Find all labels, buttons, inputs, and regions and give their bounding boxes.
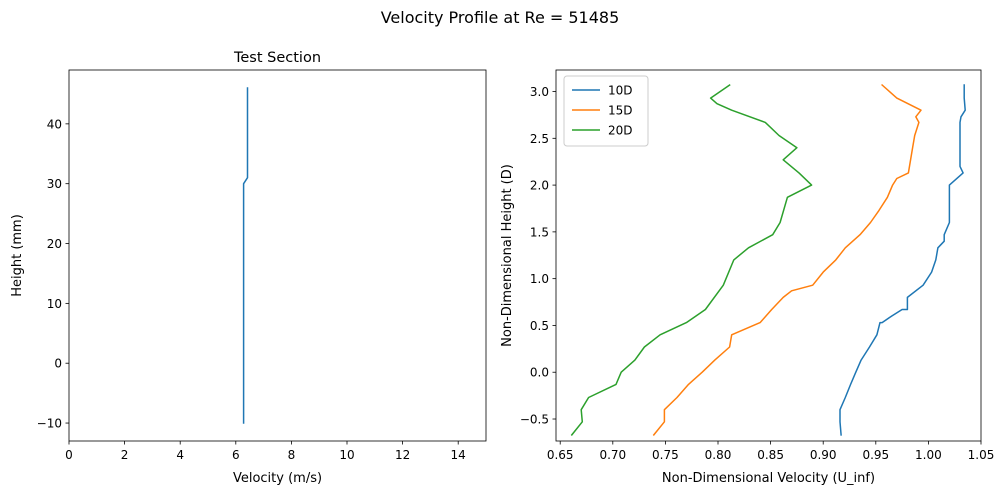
chart2-x-tick-label: 0.85 bbox=[757, 448, 784, 462]
chart1-x-tick-label: 10 bbox=[339, 448, 354, 462]
chart2-x-tick-label: 0.95 bbox=[862, 448, 889, 462]
chart2-legend: 10D 15D 20D bbox=[563, 75, 649, 147]
chart2-x-tick-label: 1.00 bbox=[915, 448, 942, 462]
chart1: 0 2 4 6 8 10 12 14 −10 0 10 20 30 40 Test Section Veloc… bbox=[10, 50, 487, 486]
chart2-x-tick-label: 1.05 bbox=[968, 448, 995, 462]
chart2-axes-frame bbox=[555, 69, 982, 442]
chart2-y-tick-label: 1.5 bbox=[530, 225, 549, 239]
chart1-y-tick-label: 40 bbox=[47, 117, 62, 131]
chart2-y-tick-label: 3.0 bbox=[530, 85, 549, 99]
chart2-y-tick-label: 2.5 bbox=[530, 132, 549, 146]
chart1-y-tick-label: 10 bbox=[47, 297, 62, 311]
chart1-y-tick-label: 0 bbox=[54, 357, 62, 371]
chart2-legend-box bbox=[563, 75, 649, 147]
chart2-series-line-10D bbox=[839, 84, 966, 436]
chart2-x-tick-label: 0.70 bbox=[599, 448, 626, 462]
chart1-y-tick-label: 30 bbox=[47, 177, 62, 191]
figure-title: Velocity Profile at Re = 51485 bbox=[381, 8, 620, 27]
chart1-y-tick-label: 20 bbox=[47, 237, 62, 251]
chart1-x-tick-label: 2 bbox=[121, 448, 129, 462]
chart1-x-tick-label: 0 bbox=[65, 448, 73, 462]
chart2-legend-label-20D: 20D bbox=[608, 124, 633, 138]
chart1-x-tick-label: 14 bbox=[451, 448, 466, 462]
chart2-x-tick-label: 0.90 bbox=[810, 448, 837, 462]
chart2-x-axis-label: Non-Dimensional Velocity (U_inf) bbox=[662, 471, 875, 486]
chart2-y-tick-label: 0.5 bbox=[530, 319, 549, 333]
chart1-title: Test Section bbox=[233, 50, 321, 66]
chart1-axes-frame bbox=[68, 69, 487, 442]
chart1-y-tick-label: −10 bbox=[37, 417, 62, 431]
chart2-y-tick-label: −0.5 bbox=[520, 413, 549, 427]
chart2-series-line-15D bbox=[652, 83, 922, 436]
chart2-y-tick-label: 2.0 bbox=[530, 179, 549, 193]
chart2-x-tick-label: 0.75 bbox=[652, 448, 679, 462]
chart1-x-tick-label: 4 bbox=[176, 448, 184, 462]
chart2-x-tick-label: 0.65 bbox=[547, 448, 574, 462]
chart1-x-tick-label: 8 bbox=[288, 448, 296, 462]
chart2-x-tick-label: 0.80 bbox=[705, 448, 732, 462]
chart1-x-tick-label: 6 bbox=[232, 448, 240, 462]
chart1-x-axis-label: Velocity (m/s) bbox=[233, 471, 322, 486]
chart2-legend-label-10D: 10D bbox=[608, 84, 633, 98]
chart2-series-line-20D bbox=[570, 83, 813, 436]
chart2-y-tick-label: 1.0 bbox=[530, 272, 549, 286]
chart2: 0.65 0.70 0.75 0.80 0.85 0.90 0.95 1.00 1.05 −0.5… bbox=[500, 69, 995, 486]
chart2-y-tick-label: 0.0 bbox=[530, 366, 549, 380]
chart1-y-axis-label: Height (mm) bbox=[10, 214, 25, 297]
chart1-series-line-0 bbox=[242, 87, 249, 424]
chart2-y-axis-label: Non-Dimensional Height (D) bbox=[500, 164, 515, 347]
chart1-x-tick-label: 12 bbox=[395, 448, 410, 462]
chart2-legend-label-15D: 15D bbox=[608, 104, 633, 118]
